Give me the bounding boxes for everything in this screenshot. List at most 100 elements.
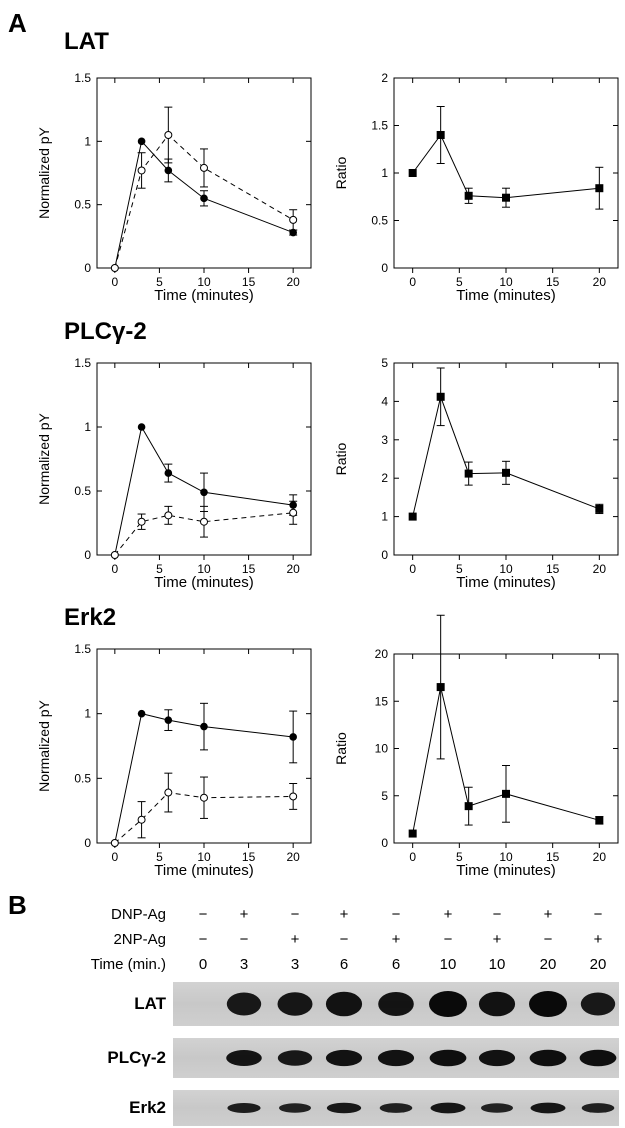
y-tick-label: 2 xyxy=(381,71,388,85)
y-tick-label: 3 xyxy=(381,433,388,447)
data-point xyxy=(110,551,119,559)
blot-band xyxy=(481,1103,513,1113)
blot-header-time-cell: 20 xyxy=(589,956,607,973)
blot-header-dnp-cell: − xyxy=(492,906,502,923)
x-tick-label: 15 xyxy=(546,562,560,576)
x-tick-label: 5 xyxy=(456,275,463,289)
data-point xyxy=(436,392,445,401)
blot-header-dnp-cell: − xyxy=(290,906,300,923)
y-tick-label: 1.5 xyxy=(371,119,388,133)
x-tick-label: 15 xyxy=(242,850,256,864)
chart-3: 0 1 2 3 4 5 0 5 10 15 20 Time (minutes) Ratio xyxy=(333,356,619,591)
blot-band xyxy=(378,992,414,1016)
data-point xyxy=(595,504,604,513)
chart-2: 0 0.5 1 1.5 0 5 10 15 20 Time (minutes) Normalized… xyxy=(36,356,312,591)
x-tick-label: 5 xyxy=(156,275,163,289)
blot-header-np2-cell: + xyxy=(391,931,401,948)
data-point xyxy=(464,802,473,811)
y-tick-label: 0 xyxy=(381,548,388,562)
data-point xyxy=(137,815,146,824)
data-point xyxy=(164,131,173,139)
x-tick-label: 5 xyxy=(156,850,163,864)
data-point xyxy=(200,163,208,172)
panel-label-b: B xyxy=(8,890,27,920)
title-erk2: Erk2 xyxy=(64,604,117,631)
blot-header-dnp-cell: + xyxy=(543,906,553,923)
data-point xyxy=(408,512,417,521)
y-tick-label: 0 xyxy=(84,548,91,562)
blot-band xyxy=(277,1050,313,1066)
x-tick-label: 20 xyxy=(286,275,300,289)
data-point xyxy=(502,193,510,202)
blot-band xyxy=(429,991,467,1017)
row-label-2np: 2NP-Ag xyxy=(113,931,166,948)
data-point xyxy=(408,829,417,838)
blot-band xyxy=(226,1050,262,1066)
blot-band xyxy=(478,991,516,1017)
y-tick-label: 1.5 xyxy=(74,71,91,85)
x-tick-label: 15 xyxy=(546,850,560,864)
blot-band xyxy=(529,991,567,1017)
y-tick-label: 1 xyxy=(84,420,91,434)
y-tick-label: 0 xyxy=(84,261,91,275)
data-point xyxy=(164,469,173,477)
blot-band xyxy=(325,991,363,1017)
y-tick-label: 5 xyxy=(381,356,388,370)
x-tick-label: 20 xyxy=(593,850,607,864)
y-tick-label: 0.5 xyxy=(74,198,91,212)
y-tick-label: 1 xyxy=(381,510,388,524)
x-tick-label: 5 xyxy=(156,562,163,576)
x-tick-label: 10 xyxy=(197,275,211,289)
data-point xyxy=(137,423,146,431)
blot-header-np2-cell: + xyxy=(290,931,300,948)
blot-header-time-cell: 10 xyxy=(439,956,457,973)
y-tick-label: 0 xyxy=(381,261,388,275)
y-tick-label: 0.5 xyxy=(74,771,91,785)
blot-header-dnp-cell: + xyxy=(339,906,349,923)
x-tick-label: 20 xyxy=(286,850,300,864)
data-point xyxy=(200,517,208,526)
y-tick-label: 0 xyxy=(381,836,388,850)
x-tick-label: 10 xyxy=(197,562,211,576)
x-tick-label: 10 xyxy=(197,850,211,864)
y-axis-label: Ratio xyxy=(333,732,349,765)
blot-header-time-cell: 6 xyxy=(339,956,349,973)
data-point xyxy=(502,468,510,477)
x-tick-label: 15 xyxy=(242,562,256,576)
y-axis-label: Normalized pY xyxy=(36,126,52,218)
data-point xyxy=(289,508,298,517)
blot-band xyxy=(429,1049,467,1067)
x-tick-label: 15 xyxy=(242,275,256,289)
title-plcg2: PLCγ-2 xyxy=(64,318,147,345)
x-tick-label: 5 xyxy=(456,562,463,576)
data-point xyxy=(200,722,208,731)
blot-header-np2-cell: − xyxy=(239,931,249,948)
data-point xyxy=(289,215,298,224)
blot-band xyxy=(580,992,616,1016)
x-axis-label: Time (minutes) xyxy=(154,574,253,591)
y-axis-label: Normalized pY xyxy=(36,412,52,504)
y-tick-label: 20 xyxy=(375,647,389,661)
blot-header-dnp-cell: − xyxy=(198,906,208,923)
x-tick-label: 0 xyxy=(409,562,416,576)
blot-header-dnp-cell: − xyxy=(593,906,603,923)
x-axis-label: Time (minutes) xyxy=(456,287,555,304)
y-tick-label: 5 xyxy=(381,789,388,803)
blot-header-np2-cell: + xyxy=(593,931,603,948)
blot-band xyxy=(226,992,262,1016)
blot-band xyxy=(579,1049,617,1067)
blot-band xyxy=(478,1049,516,1067)
x-tick-label: 10 xyxy=(499,562,513,576)
x-axis-label: Time (minutes) xyxy=(154,287,253,304)
chart-5: 0 5 10 15 20 0 5 10 15 20 Time (minutes) Ratio xyxy=(333,614,619,879)
data-point xyxy=(164,716,173,724)
y-tick-label: 0.5 xyxy=(371,214,388,228)
chart-4: 0 0.5 1 1.5 0 5 10 15 20 Time (minutes) Normalized… xyxy=(36,642,312,879)
x-axis-label: Time (minutes) xyxy=(456,862,555,879)
data-point xyxy=(464,469,473,478)
blot-header-np2-cell: − xyxy=(443,931,453,948)
row-label-time: Time (min.) xyxy=(90,956,166,973)
blot-band xyxy=(377,1049,415,1067)
y-tick-label: 0.5 xyxy=(74,484,91,498)
